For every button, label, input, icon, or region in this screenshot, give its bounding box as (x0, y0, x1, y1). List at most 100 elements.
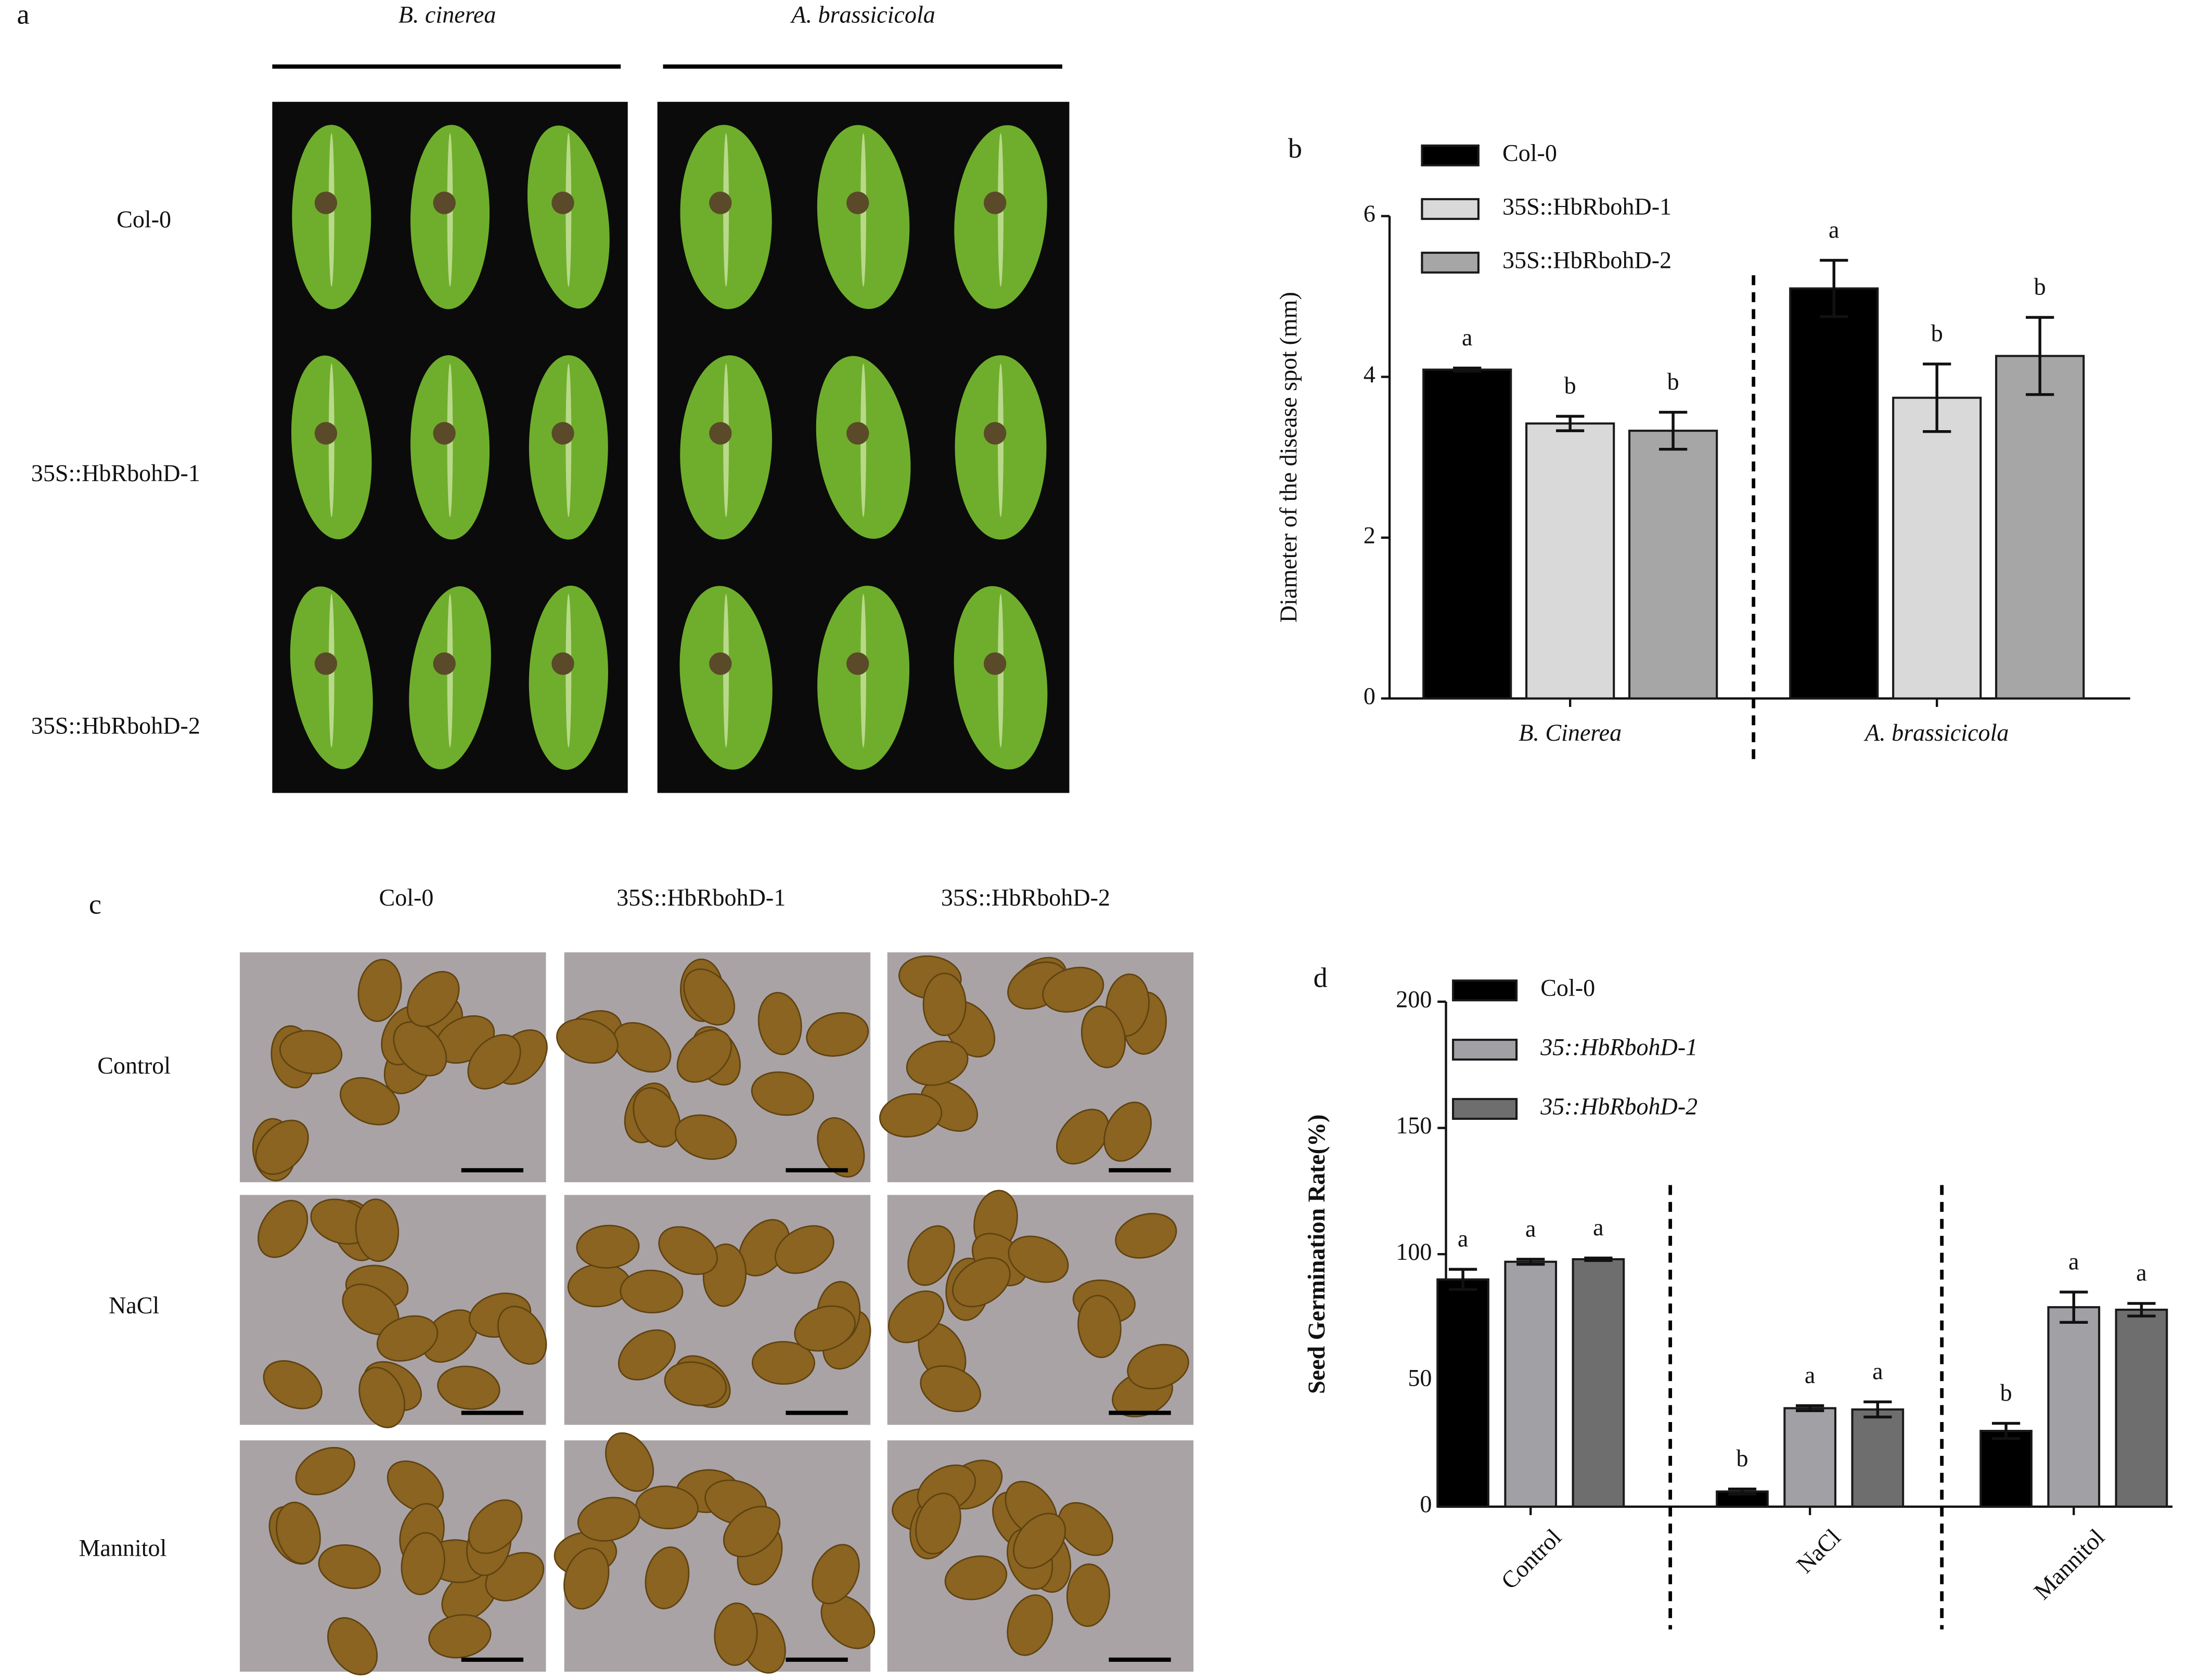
row-label: Mannitol (79, 1534, 166, 1561)
significance-letter: b (2000, 1379, 2012, 1406)
seed (794, 1305, 856, 1352)
y-axis-label: Seed Germination Rate(%) (1303, 1115, 1330, 1394)
column-label: Col-0 (379, 884, 433, 911)
seed (406, 971, 460, 1027)
error-bar (1448, 1268, 1477, 1291)
lesion (433, 191, 456, 214)
legend-swatch (1452, 1097, 1518, 1120)
error-bar (2060, 1290, 2088, 1324)
error-bar (1659, 410, 1688, 451)
lesion (983, 191, 1007, 214)
seed (467, 1034, 521, 1090)
bar (1504, 1260, 1558, 1508)
x-tick-label: A. brassicicola (1863, 719, 2009, 746)
significance-letter: b (1564, 372, 1576, 399)
seed (888, 1290, 945, 1344)
y-tick-label: 0 (1364, 682, 1375, 709)
bar (1572, 1258, 1625, 1508)
legend-label: 35::HbRbohD-1 (1540, 1034, 1697, 1061)
seed (401, 1532, 445, 1595)
significance-letter: a (1593, 1214, 1603, 1241)
y-tick-label: 6 (1364, 200, 1375, 227)
seed (658, 1226, 718, 1275)
lesion (709, 652, 732, 675)
y-tick-label: 2 (1364, 522, 1375, 548)
seed (605, 1432, 654, 1492)
significance-letter: b (1667, 368, 1679, 395)
seed (255, 1119, 309, 1175)
error-bar (1516, 1258, 1545, 1266)
y-tick-label: 50 (1408, 1365, 1432, 1391)
error-bar (1863, 1400, 1892, 1419)
seed (327, 1617, 378, 1675)
seed (618, 1329, 676, 1381)
seed (355, 1198, 400, 1262)
legend-label: 35::HbRbohD-2 (1540, 1093, 1697, 1120)
scale-bar (1109, 1168, 1171, 1172)
y-tick-label: 4 (1364, 361, 1375, 388)
seed (613, 1022, 672, 1073)
seed (817, 1117, 865, 1178)
seed (357, 959, 402, 1022)
significance-letter: a (2136, 1259, 2146, 1286)
significance-letter: a (1458, 1225, 1468, 1252)
panel-label: a (17, 0, 30, 30)
seed (952, 1257, 1011, 1308)
seed (683, 968, 736, 1026)
scale-bar (1109, 1657, 1171, 1662)
row-label: Col-0 (117, 206, 171, 233)
bar (1436, 1278, 1489, 1508)
seed (563, 1547, 610, 1610)
lesion (983, 652, 1007, 675)
x-tick-label: B. Cinerea (1519, 719, 1622, 746)
error-bar (2026, 316, 2054, 396)
lesion (709, 191, 732, 214)
error-bar (1453, 366, 1482, 373)
seed (879, 1093, 943, 1138)
significance-letter: a (1525, 1215, 1536, 1242)
error-bar (1923, 363, 1951, 433)
seed (1013, 1513, 1066, 1569)
lesion (551, 191, 574, 214)
seed (468, 1499, 523, 1554)
legend-swatch (1421, 251, 1480, 274)
seed (664, 1361, 727, 1406)
row-label: 35S::HbRbohD-2 (31, 712, 200, 739)
seed (258, 1199, 308, 1258)
lesion (314, 652, 338, 675)
significance-letter: b (1931, 320, 1943, 346)
error-bar (1796, 1404, 1824, 1412)
scale-bar (461, 1168, 524, 1172)
seed (922, 972, 967, 1036)
seed (907, 1225, 955, 1286)
seed (645, 1546, 690, 1609)
seed (387, 1460, 444, 1513)
row-label: Control (97, 1052, 171, 1079)
seed (775, 1225, 834, 1274)
significance-letter: a (1805, 1362, 1815, 1388)
lesion (983, 422, 1007, 445)
bar (1979, 1429, 2033, 1508)
significance-letter: a (2068, 1248, 2079, 1274)
scale-bar (786, 1657, 848, 1662)
legend-swatch (1421, 144, 1480, 166)
seed (944, 1555, 1008, 1600)
panel-label: d (1314, 962, 1328, 993)
legend-swatch (1452, 1039, 1518, 1061)
seed (676, 1029, 732, 1083)
seed (318, 1544, 381, 1590)
seed (1056, 1108, 1110, 1165)
scale-bar (461, 1657, 524, 1662)
scale-bar (461, 1411, 524, 1415)
bar (1892, 396, 1982, 700)
significance-letter: a (1829, 216, 1839, 243)
legend-label: Col-0 (1502, 139, 1557, 166)
error-bar (1820, 259, 1848, 318)
seed (1103, 1101, 1152, 1162)
lesion (846, 652, 869, 675)
seed (1115, 1212, 1177, 1259)
seed (920, 1365, 981, 1412)
significance-letter: a (1872, 1358, 1883, 1385)
bar (1525, 422, 1615, 700)
